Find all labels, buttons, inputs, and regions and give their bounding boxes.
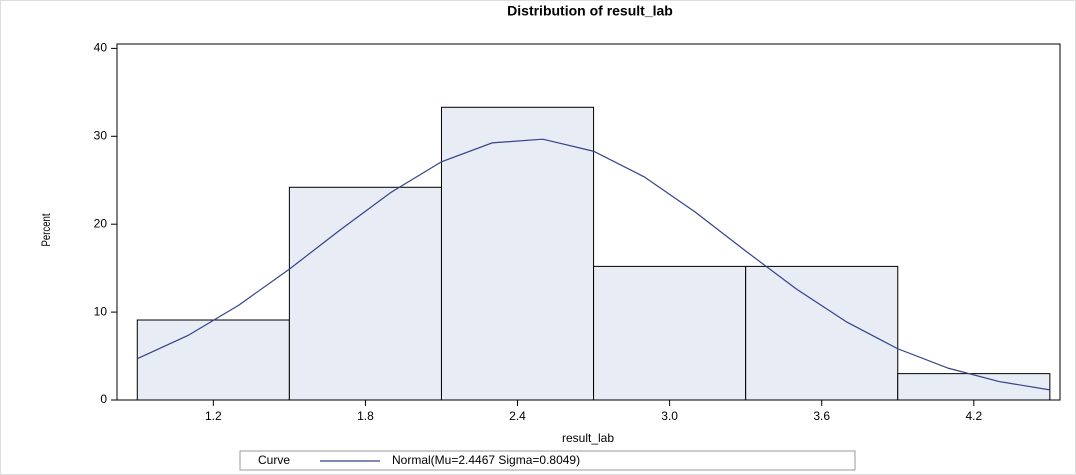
x-axis-label: result_lab — [562, 431, 614, 445]
density-curve — [137, 138, 1050, 391]
legend-label: Normal(Mu=2.4467 Sigma=0.8049) — [392, 453, 580, 467]
y-tick-label: 30 — [94, 128, 108, 142]
y-tick-label: 10 — [94, 304, 108, 318]
bar — [136, 319, 290, 401]
bar — [288, 186, 442, 401]
y-axis-label: Percent — [40, 213, 53, 246]
x-tick-label: 3.0 — [661, 409, 678, 423]
plot-frame — [116, 43, 1061, 401]
legend-title: Curve — [258, 453, 290, 467]
x-tick-label: 1.8 — [357, 409, 374, 423]
bar — [440, 106, 595, 401]
legend-box — [239, 450, 856, 471]
x-tick-label: 2.4 — [509, 409, 526, 423]
x-tick-label: 1.2 — [205, 409, 222, 423]
bar — [897, 373, 1051, 401]
bar — [745, 265, 899, 401]
bar — [593, 265, 747, 401]
x-tick-label: 4.2 — [965, 409, 982, 423]
y-tick-label: 40 — [94, 41, 108, 55]
y-tick-label: 20 — [94, 216, 108, 230]
chart-title: Distribution of result_lab — [507, 3, 673, 19]
y-tick-label: 0 — [100, 392, 107, 406]
x-tick-label: 3.6 — [813, 409, 830, 423]
